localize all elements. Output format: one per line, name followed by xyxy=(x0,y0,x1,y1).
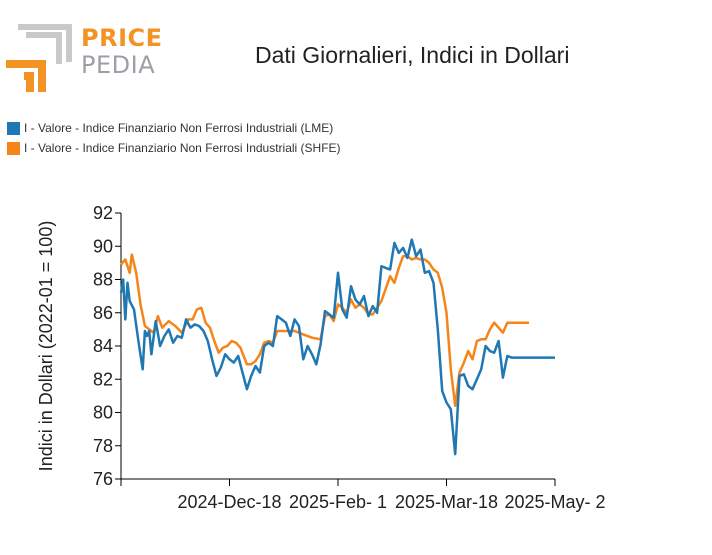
x-tick-label: 2024-Dec-18 xyxy=(177,492,281,512)
x-tick-label: 2025-Feb- 1 xyxy=(289,492,387,512)
chart-title: Dati Giornalieri, Indici in Dollari xyxy=(255,42,570,68)
logo-mark-icon xyxy=(6,24,72,92)
y-tick-label: 92 xyxy=(93,203,113,223)
legend-label-shfe: I - Valore - Indice Finanziario Non Ferr… xyxy=(24,141,341,155)
legend-swatch-lme xyxy=(7,121,20,135)
legend-swatch-shfe xyxy=(7,141,20,155)
series-line-lme xyxy=(119,238,555,456)
y-tick-label: 76 xyxy=(93,469,113,489)
y-tick-label: 88 xyxy=(93,270,113,290)
logo-pedia-text: PEDIA xyxy=(81,51,156,79)
legend: I - Valore - Indice Finanziario Non Ferr… xyxy=(7,118,341,158)
legend-label-lme: I - Valore - Indice Finanziario Non Ferr… xyxy=(24,121,334,135)
series-line-shfe xyxy=(120,253,529,408)
y-tick-label: 86 xyxy=(93,303,113,323)
x-tick-label: 2025-May- 2 xyxy=(504,492,605,512)
y-axis-title: Indici in Dollari (2022-01 = 100) xyxy=(36,221,56,472)
y-tick-label: 82 xyxy=(93,369,113,389)
y-tick-label: 78 xyxy=(93,436,113,456)
logo-price-text: PRICE xyxy=(81,24,163,52)
y-tick-label: 90 xyxy=(93,236,113,256)
y-axis: 76 78 80 82 84 86 88 90 92 xyxy=(93,203,122,489)
series-group xyxy=(119,238,555,456)
legend-item-lme[interactable]: I - Valore - Indice Finanziario Non Ferr… xyxy=(7,118,341,138)
x-tick-label: 2025-Mar-18 xyxy=(395,492,498,512)
y-tick-label: 84 xyxy=(93,336,113,356)
legend-item-shfe[interactable]: I - Valore - Indice Finanziario Non Ferr… xyxy=(7,138,341,158)
pricepedia-logo: PRICE PEDIA xyxy=(6,24,166,94)
y-tick-label: 80 xyxy=(93,403,113,423)
x-axis: 2024-Dec-18 2025-Feb- 1 2025-Mar-18 2025-Ma… xyxy=(120,478,606,512)
